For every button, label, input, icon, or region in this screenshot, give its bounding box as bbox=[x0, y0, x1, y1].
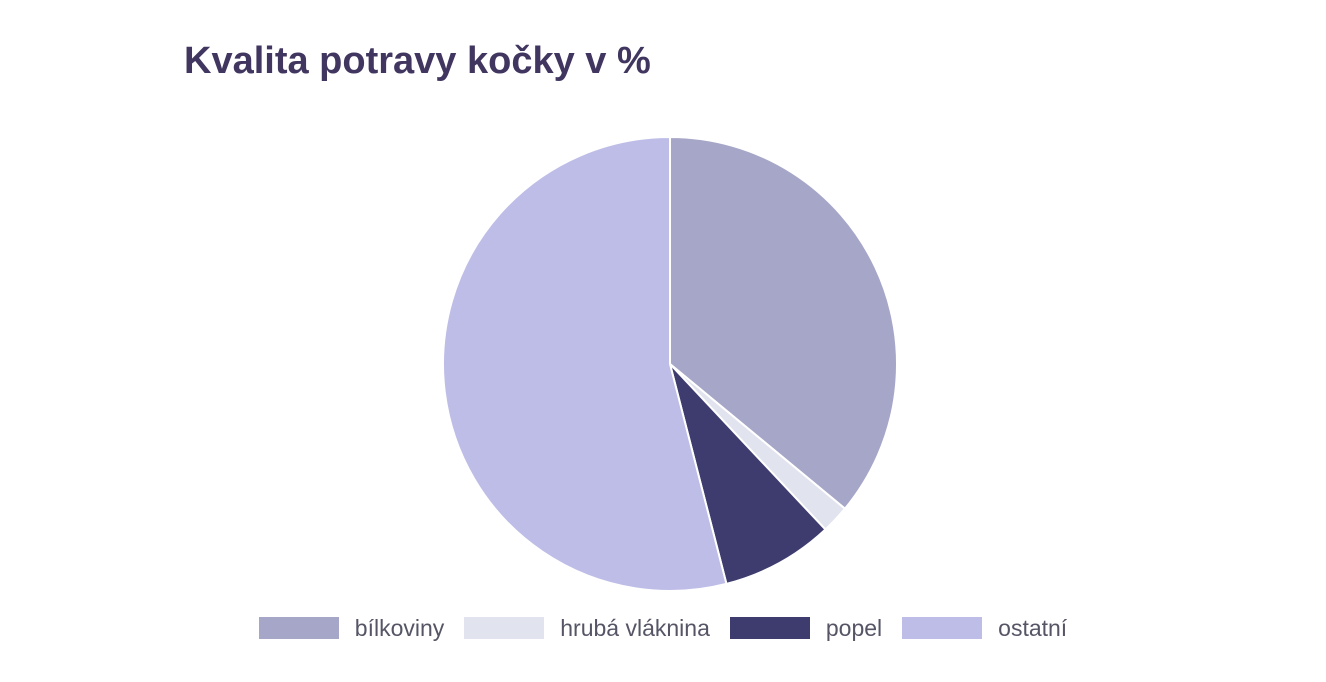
legend-label: bílkoviny bbox=[354, 614, 445, 641]
chart-legend: bílkoviny hrubá vláknina popel ostatní bbox=[0, 608, 1326, 648]
pie-slice-4[interactable] bbox=[442, 136, 728, 592]
legend-item[interactable]: ostatní bbox=[902, 615, 1067, 642]
legend-swatch bbox=[902, 617, 983, 639]
legend-swatch bbox=[729, 617, 810, 639]
pie-slices bbox=[442, 136, 898, 592]
pie-slice-1[interactable] bbox=[669, 136, 898, 510]
legend-item[interactable]: hrubá vláknina bbox=[464, 615, 710, 642]
legend-item[interactable]: bílkoviny bbox=[258, 614, 445, 642]
legend-swatch bbox=[464, 617, 545, 639]
legend-swatch bbox=[258, 617, 339, 639]
legend-label: ostatní bbox=[998, 614, 1068, 641]
legend-label: popel bbox=[825, 614, 883, 641]
legend-item[interactable]: popel bbox=[729, 614, 883, 642]
legend-label: hrubá vláknina bbox=[560, 614, 710, 641]
chart-title: Kvalita potravy kočky v % bbox=[184, 40, 651, 82]
pie-slice-3[interactable] bbox=[669, 363, 827, 585]
